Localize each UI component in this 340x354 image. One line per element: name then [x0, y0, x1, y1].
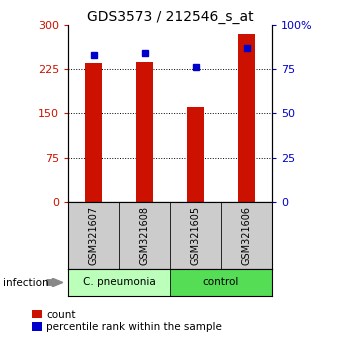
- Title: GDS3573 / 212546_s_at: GDS3573 / 212546_s_at: [87, 10, 253, 24]
- Text: GSM321606: GSM321606: [241, 206, 252, 265]
- Bar: [170, 202, 221, 269]
- Text: GSM321607: GSM321607: [88, 206, 99, 265]
- Bar: [119, 202, 170, 269]
- FancyArrow shape: [47, 278, 63, 287]
- Legend: count, percentile rank within the sample: count, percentile rank within the sample: [32, 310, 222, 332]
- Bar: [170, 269, 272, 296]
- Text: infection: infection: [3, 278, 49, 288]
- Text: control: control: [203, 277, 239, 287]
- Bar: [221, 202, 272, 269]
- Bar: [187, 107, 204, 202]
- Text: GSM321605: GSM321605: [190, 206, 201, 265]
- Text: GSM321608: GSM321608: [139, 206, 150, 265]
- Bar: [136, 62, 153, 202]
- Bar: [85, 63, 102, 202]
- Bar: [238, 34, 255, 202]
- Bar: [68, 202, 119, 269]
- Text: C. pneumonia: C. pneumonia: [83, 277, 155, 287]
- Bar: [68, 269, 170, 296]
